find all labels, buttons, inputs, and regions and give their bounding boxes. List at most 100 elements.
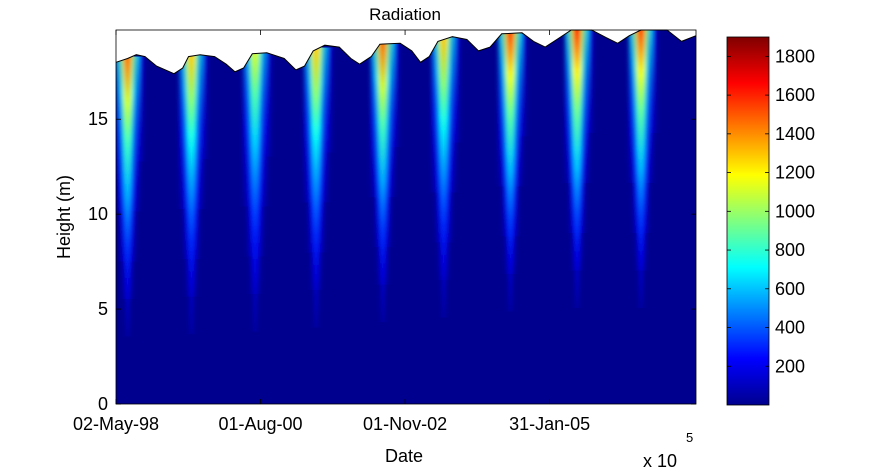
radiation-streak	[116, 56, 120, 212]
radiation-streak	[259, 51, 263, 257]
radiation-streak	[250, 51, 254, 294]
y-tick-label: 10	[88, 204, 108, 224]
radiation-streak	[572, 30, 576, 271]
radiation-streak	[126, 56, 130, 337]
radiation-streak	[324, 47, 328, 203]
radiation-streak	[395, 42, 399, 148]
radiation-streak	[263, 51, 267, 207]
radiation-streak	[445, 37, 449, 280]
radiation-streak	[578, 30, 582, 271]
heatmap-base	[116, 30, 696, 404]
radiation-streak	[649, 30, 653, 183]
radiation-streak	[199, 54, 203, 210]
radiation-streak	[581, 30, 585, 233]
y-axis-label: Height (m)	[54, 175, 74, 259]
colorbar-tick-label: 1600	[775, 85, 815, 105]
x-tick-label: 01-Nov-02	[363, 414, 447, 434]
colorbar-gradient	[726, 36, 770, 406]
colorbar-tick-label: 200	[775, 356, 805, 376]
radiation-streak	[514, 31, 518, 237]
radiation-streak	[140, 56, 144, 162]
radiation-streak	[183, 54, 187, 260]
radiation-streak	[189, 54, 193, 335]
radiation-streak	[565, 30, 569, 183]
y-tick-label: 15	[88, 109, 108, 129]
radiation-streak	[186, 54, 190, 297]
radiation-streak	[328, 47, 332, 153]
radiation-streak	[522, 31, 526, 137]
plot-frame	[115, 29, 697, 405]
radiation-streak	[452, 37, 456, 193]
radiation-streak	[589, 30, 593, 133]
radiation-streak	[381, 42, 385, 323]
radiation-streak	[320, 47, 324, 253]
x-tick-label: 31-Jan-05	[509, 414, 590, 434]
radiation-streak	[267, 51, 271, 157]
x-exponent-label: x 10	[643, 451, 677, 471]
radiation-streak	[653, 30, 657, 133]
radiation-streak	[642, 30, 646, 271]
radiation-streak	[391, 42, 395, 198]
radiation-streak	[636, 30, 640, 271]
radiation-streak	[378, 42, 382, 285]
radiation-streak	[518, 31, 522, 187]
colorbar-tick-label: 1400	[775, 124, 815, 144]
radiation-streak	[317, 47, 321, 290]
radiation-streak	[387, 42, 391, 248]
y-axis: 0 5 10 15	[88, 109, 696, 414]
radiation-streak	[136, 56, 140, 212]
radiation-streak	[384, 42, 388, 285]
radiation-streak	[247, 51, 251, 257]
radiation-streak	[629, 30, 633, 183]
x-axis: 02-May-98 01-Aug-00 01-Nov-02 31-Jan-05	[73, 30, 590, 434]
radiation-streak	[439, 37, 443, 280]
colorbar-tick-label: 1000	[775, 201, 815, 221]
radiation-streak	[456, 37, 460, 143]
colorbar-tick-label: 400	[775, 318, 805, 338]
plot-area	[115, 29, 697, 405]
x-exponent-power: 5	[686, 430, 693, 445]
colorbar-ticks: 200 400 600 800 1000 1200 1400 1600 1800	[727, 46, 815, 376]
x-axis-label: Date	[385, 446, 423, 466]
radiation-streak	[256, 51, 260, 294]
radiation-streak	[243, 51, 247, 207]
radiation-streak	[508, 31, 512, 312]
radiation-streak	[569, 30, 573, 233]
x-tick-label: 02-May-98	[73, 414, 159, 434]
colorbar-tick-label: 600	[775, 279, 805, 299]
radiation-streak	[505, 31, 509, 274]
radiation-streak	[308, 47, 312, 253]
radiation-streak	[645, 30, 649, 233]
radiation-streak	[253, 51, 257, 332]
colorbar-tick-label: 800	[775, 240, 805, 260]
radiation-peak-layer	[116, 30, 657, 337]
x-tick-label: 01-Aug-00	[219, 414, 303, 434]
radiation-streak	[585, 30, 589, 183]
colorbar-tick-label: 1800	[775, 46, 815, 66]
radiation-streak	[311, 47, 315, 290]
radiation-streak	[371, 42, 375, 198]
radiation-streak	[502, 31, 506, 237]
radiation-streak	[179, 54, 183, 210]
radiation-streak	[195, 54, 199, 260]
radiation-streak	[432, 37, 436, 193]
y-tick-label: 0	[98, 394, 108, 414]
radiation-streak	[633, 30, 637, 233]
chart-title: Radiation	[369, 5, 441, 24]
radiation-streak	[436, 37, 440, 243]
radiation-streak	[203, 54, 207, 160]
radiation-streak	[375, 42, 379, 248]
colorbar: 200 400 600 800 1000 1200 1400 1600 1800	[726, 36, 815, 406]
radiation-streak	[442, 37, 446, 318]
radiation-streak	[129, 56, 133, 299]
radiation-streak	[511, 31, 515, 274]
radiation-streak	[575, 30, 579, 308]
radiation-streak	[132, 56, 136, 262]
radiation-streak	[192, 54, 196, 297]
y-tick-label: 5	[98, 299, 108, 319]
radiation-streak	[123, 56, 127, 299]
radiation-streak	[314, 47, 318, 328]
radiation-streak	[498, 31, 502, 187]
radiation-streak	[448, 37, 452, 243]
